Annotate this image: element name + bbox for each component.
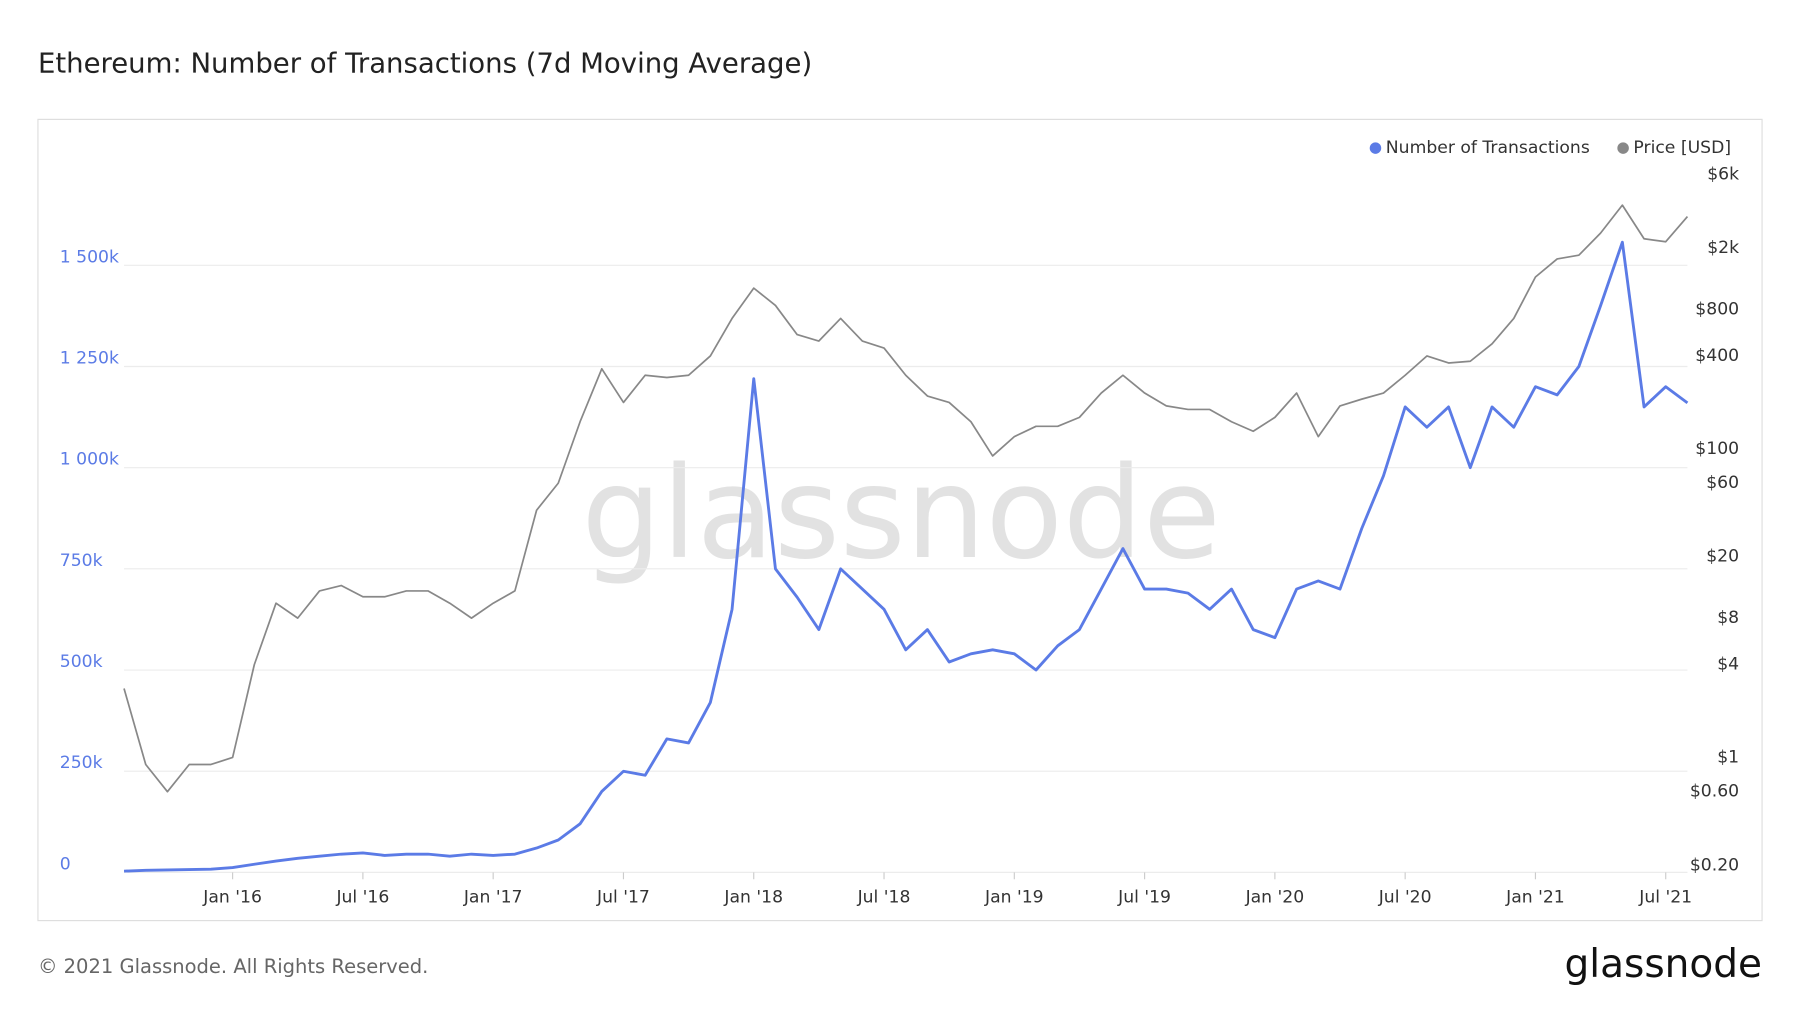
x-tick-label: Jan '20 — [1245, 888, 1305, 908]
x-tick-label: Jan '21 — [1505, 888, 1565, 908]
series-line — [123, 240, 1689, 873]
y2-tick-label: $8 — [1717, 608, 1739, 628]
plot-area — [123, 204, 1689, 880]
y2-tick-label: $2k — [1707, 238, 1739, 258]
legend-marker — [1617, 142, 1629, 154]
y2-tick-label: $20 — [1706, 547, 1739, 567]
x-tick-label: Jan '16 — [202, 888, 262, 908]
y2-tick-label: $0.60 — [1690, 782, 1739, 802]
x-tick-label: Jul '20 — [1378, 888, 1432, 908]
x-tick-label: Jul '16 — [335, 888, 389, 908]
legend-label: Number of Transactions — [1386, 138, 1590, 158]
y-tick-label: 250k — [60, 753, 103, 773]
x-tick-label: Jan '18 — [723, 888, 783, 908]
x-tick-label: Jan '19 — [984, 888, 1044, 908]
legend-marker — [1369, 142, 1382, 154]
chart-frame — [37, 118, 1763, 922]
y-tick-label: 1 000k — [60, 450, 119, 470]
y2-tick-label: $0.20 — [1690, 855, 1739, 875]
y-tick-label: 1 250k — [60, 348, 119, 368]
y2-tick-label: $6k — [1707, 164, 1739, 184]
y-tick-label: 1 500k — [60, 247, 119, 267]
y-tick-label: 0 — [60, 854, 71, 874]
y2-tick-label: $800 — [1695, 300, 1739, 320]
logo: glassnode — [1565, 942, 1763, 987]
y-tick-label: 750k — [60, 551, 103, 571]
y2-tick-label: $60 — [1706, 473, 1739, 493]
x-tick-label: Jul '17 — [596, 888, 650, 908]
y2-tick-label: $100 — [1695, 439, 1739, 459]
watermark: glassnode — [582, 440, 1221, 587]
y2-tick-label: $1 — [1717, 747, 1739, 767]
x-tick-label: Jul '18 — [857, 888, 911, 908]
footer: © 2021 Glassnode. All Rights Reserved. — [38, 955, 428, 978]
legend-label: Price [USD] — [1633, 138, 1731, 158]
x-tick-label: Jan '17 — [463, 888, 523, 908]
series-line — [123, 204, 1689, 793]
x-tick-label: Jul '19 — [1117, 888, 1171, 908]
chart-title: Ethereum: Number of Transactions (7d Mov… — [38, 47, 812, 79]
y2-tick-label: $400 — [1695, 346, 1739, 366]
y2-tick-label: $4 — [1717, 655, 1739, 675]
x-tick-label: Jul '21 — [1638, 888, 1692, 908]
y-tick-label: 500k — [60, 652, 103, 672]
